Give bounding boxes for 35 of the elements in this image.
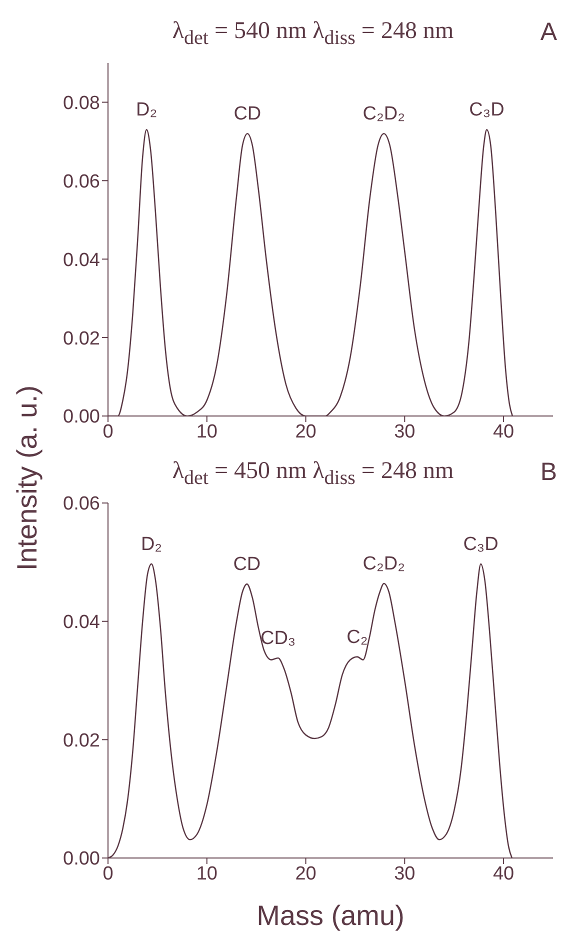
text: B — [540, 458, 557, 487]
chart-title: λ$_{det}$ = 450 nm λ$_{diss}$ = 248 nm — [171, 458, 455, 490]
text: A — [540, 18, 557, 47]
x-tick-label: 0 — [102, 863, 114, 884]
annotation: CD — [234, 104, 262, 125]
y-tick-label: 0.04 — [63, 612, 100, 634]
annotation: C₃D — [469, 100, 504, 121]
x-tick-label: 0 — [102, 421, 114, 442]
x-tick-label: 20 — [295, 863, 316, 884]
y-axis-title: Intensity (a. u.) — [12, 385, 44, 571]
x-axis-title: Mass (amu) — [256, 900, 404, 931]
annotation: CD — [233, 554, 261, 576]
y-tick-label: 0.00 — [63, 848, 100, 870]
y-tick-label: 0.04 — [63, 250, 100, 271]
x-tick-label: 30 — [394, 863, 416, 884]
chart-title: λ$_{det}$ = 540 nm λ$_{diss}$ = 248 nm — [171, 18, 455, 50]
annotation: CD₃ — [260, 628, 296, 650]
y-tick-label: 0.06 — [63, 171, 100, 192]
x-tick-label: 20 — [295, 421, 316, 442]
x-tick-label: 30 — [394, 421, 416, 442]
annotation: C₂ — [346, 626, 368, 648]
annotation: C₂D₂ — [362, 104, 405, 125]
x-tick-label: 40 — [492, 863, 514, 884]
y-tick-label: 0.08 — [63, 92, 100, 114]
y-tick-label: 0.06 — [63, 494, 100, 515]
x-tick-label: 40 — [492, 421, 514, 442]
annotation: D₂ — [140, 534, 162, 555]
y-tick-label: 0.02 — [63, 730, 100, 752]
annotation: D₂ — [136, 100, 158, 121]
y-tick-label: 0.02 — [63, 328, 100, 350]
annotation: C₂D₂ — [362, 553, 405, 574]
x-tick-label: 10 — [196, 863, 218, 884]
annotation: C₃D — [463, 534, 498, 555]
x-tick-label: 10 — [196, 421, 218, 442]
y-tick-label: 0.00 — [63, 406, 100, 428]
